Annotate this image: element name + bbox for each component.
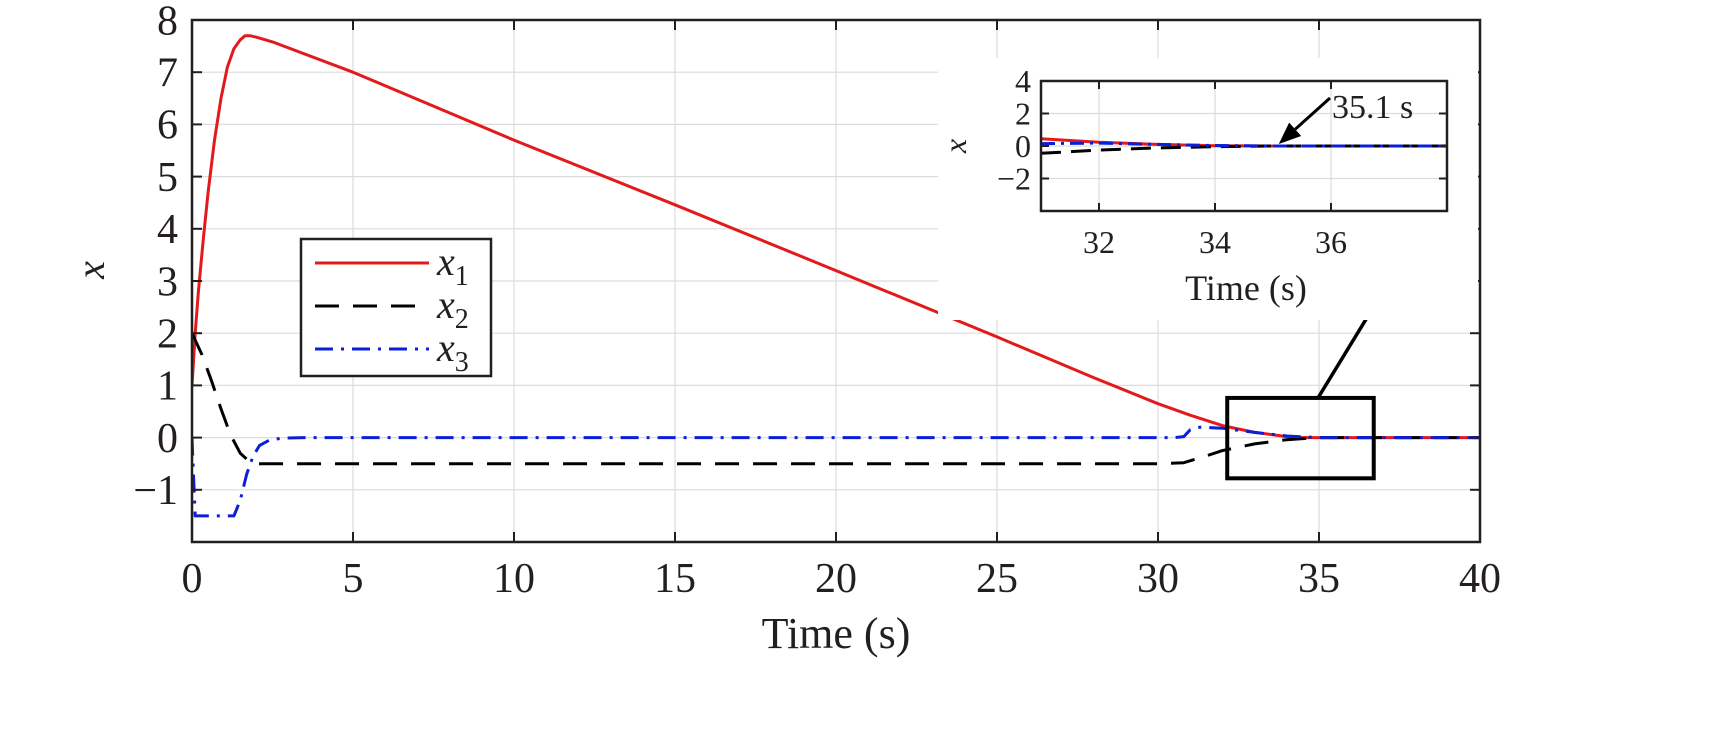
x-tick-label: 30 bbox=[1137, 556, 1179, 602]
y-tick-label: 8 bbox=[157, 0, 178, 44]
x-tick-label: 25 bbox=[976, 556, 1018, 602]
x-tick-label: 10 bbox=[493, 556, 535, 602]
main-x-axis-title: Time (s) bbox=[762, 609, 911, 658]
x-tick-label: 40 bbox=[1459, 556, 1501, 602]
y-tick-label: 2 bbox=[157, 311, 178, 357]
series-line-x3 bbox=[1041, 141, 1447, 148]
annotation-arrow-head bbox=[1278, 122, 1302, 144]
y-tick-label: 4 bbox=[157, 207, 178, 253]
x-tick-label: 15 bbox=[654, 556, 696, 602]
inset-x-tick-labels: 32 34 36 bbox=[1083, 224, 1347, 260]
main-series-lines bbox=[192, 34, 1480, 518]
series-line-x3 bbox=[192, 425, 1480, 518]
legend-label-2: x2 bbox=[436, 282, 469, 335]
main-y-axis-title: x bbox=[68, 261, 113, 280]
y-tick-label: 1 bbox=[157, 364, 178, 410]
inset-series-lines bbox=[1041, 137, 1447, 155]
inset-tick-marks bbox=[1041, 80, 1447, 211]
series-line-x1 bbox=[192, 34, 1480, 440]
x-tick-label: 36 bbox=[1315, 224, 1347, 260]
zoom-region-box bbox=[1225, 395, 1376, 481]
y-tick-label: −2 bbox=[997, 160, 1031, 196]
main-x-tick-labels: 0 5 10 15 20 25 30 35 40 bbox=[182, 556, 1502, 602]
x-tick-label: 35 bbox=[1298, 556, 1340, 602]
y-tick-label: 0 bbox=[1015, 128, 1031, 164]
y-tick-label: 0 bbox=[157, 416, 178, 462]
y-tick-label: 3 bbox=[157, 259, 178, 305]
inset-x-axis-title: Time (s) bbox=[1185, 268, 1307, 308]
inset-background bbox=[938, 58, 1478, 320]
y-tick-label: 5 bbox=[157, 155, 178, 201]
x-tick-label: 5 bbox=[343, 556, 364, 602]
legend-label-1: x1 bbox=[436, 239, 469, 292]
legend-label-3: x3 bbox=[436, 325, 469, 378]
main-y-tick-labels: −1 0 1 2 3 4 5 6 7 8 bbox=[133, 0, 178, 514]
x-tick-label: 20 bbox=[815, 556, 857, 602]
x-tick-label: 34 bbox=[1199, 224, 1231, 260]
y-tick-label: −1 bbox=[133, 468, 178, 514]
annotation-arrow bbox=[1294, 96, 1332, 131]
x-tick-label: 32 bbox=[1083, 224, 1115, 260]
y-tick-label: 7 bbox=[157, 50, 178, 96]
annotation-label: 35.1 s bbox=[1332, 89, 1413, 126]
y-tick-label: 4 bbox=[1015, 63, 1031, 99]
y-tick-label: 2 bbox=[1015, 95, 1031, 131]
inset-y-axis-title: x bbox=[937, 139, 973, 154]
series-line-x2 bbox=[192, 332, 1480, 466]
x-tick-label: 0 bbox=[182, 556, 203, 602]
y-tick-label: 6 bbox=[157, 103, 178, 149]
